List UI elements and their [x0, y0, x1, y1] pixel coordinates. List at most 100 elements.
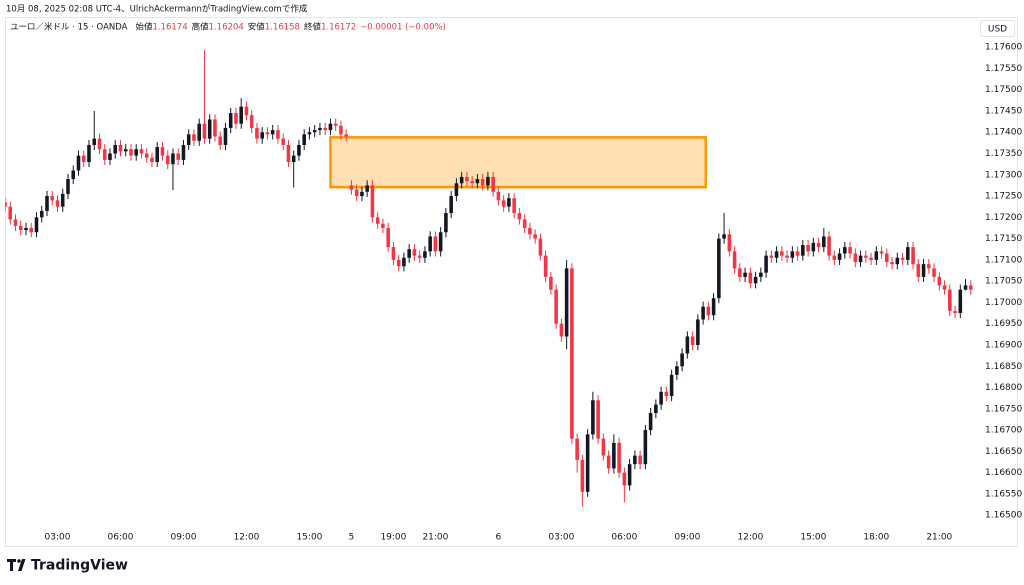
candle-body [71, 170, 76, 180]
x-tick-label: 21:00 [926, 533, 952, 543]
y-tick-label: 1.16700 [985, 426, 1022, 436]
candle-body [5, 202, 7, 207]
y-tick-label: 1.17300 [985, 170, 1022, 180]
candle-body [270, 130, 275, 135]
candle-body [732, 251, 737, 269]
y-tick-label: 1.17100 [985, 255, 1022, 265]
y-tick-label: 1.17350 [985, 149, 1022, 159]
candle-body [764, 255, 768, 273]
candle-body [711, 298, 716, 316]
candle-body [953, 310, 957, 314]
candle-body [575, 438, 579, 460]
candle-body [92, 138, 97, 145]
candle-body [291, 155, 296, 163]
candle-body [601, 438, 606, 456]
candle-body [942, 285, 947, 290]
candle-body [528, 227, 532, 235]
y-tick-label: 1.17400 [985, 128, 1022, 138]
candle-body [207, 119, 212, 139]
candle-body [958, 289, 963, 314]
x-tick-label: 03:00 [548, 533, 574, 543]
symbol: ユーロ／米ドル · 15 · OANDA [10, 22, 128, 33]
candle-body [459, 176, 464, 184]
y-tick-label: 1.16600 [985, 468, 1022, 478]
candle-body [8, 206, 13, 220]
candle-body [612, 442, 616, 469]
candle-body [895, 257, 900, 265]
candle-body [643, 430, 648, 465]
candle-body [512, 198, 516, 214]
candle-body [123, 149, 128, 152]
candle-body [297, 144, 301, 156]
candle-body [774, 251, 779, 258]
y-tick-label: 1.16950 [985, 319, 1022, 329]
candle-body [113, 144, 118, 154]
candle-body [517, 213, 522, 220]
candle-body [491, 176, 495, 192]
candle-body [706, 306, 711, 316]
candle-body [139, 149, 144, 154]
candle-body [543, 255, 548, 277]
ohlc-value: 1.16174 [152, 23, 187, 33]
candle-body [218, 136, 222, 145]
y-tick-label: 1.16850 [985, 362, 1022, 372]
candle-body [932, 268, 936, 277]
currency[interactable]: USD [988, 25, 1007, 35]
candle-body [228, 113, 233, 128]
candle-body [286, 144, 291, 163]
candle-body [365, 185, 369, 192]
y-tick-label: 1.17550 [985, 64, 1022, 74]
currency-box[interactable] [980, 20, 1015, 37]
candle-body [417, 255, 422, 258]
y-tick-label: 1.16500 [985, 511, 1022, 521]
candle-body [822, 236, 826, 248]
ohlc-value: 1.16172 [321, 23, 356, 33]
candle-body [29, 227, 34, 233]
candle-body [87, 144, 91, 163]
candle-body [937, 276, 942, 286]
candle-body [507, 198, 511, 207]
candle-body [39, 210, 44, 218]
candle-body [370, 185, 375, 218]
candle-body [585, 434, 590, 492]
candle-body [900, 257, 905, 260]
candle-body [465, 176, 469, 182]
candle-body [748, 272, 753, 284]
candle-body [816, 242, 821, 248]
candle-body [339, 125, 343, 135]
candle-body [858, 255, 863, 263]
candle-body [102, 149, 107, 160]
y-tick-label: 1.17250 [985, 192, 1022, 202]
candle-body [538, 238, 543, 256]
x-tick-label: 06:00 [611, 533, 637, 543]
candle-body [144, 153, 149, 158]
ohlc-label: 始値 [135, 22, 153, 33]
candle-body [522, 219, 527, 228]
candle-body [722, 234, 726, 239]
ohlc-value: 1.16204 [209, 23, 244, 33]
plot-area [5, 50, 973, 507]
candle-body [848, 247, 852, 254]
candle-body [680, 353, 684, 367]
candle-body [66, 179, 70, 194]
candle-body [617, 442, 621, 473]
candle-body [864, 255, 868, 258]
candle-body [24, 227, 28, 231]
candle-body [927, 264, 931, 269]
candle-body [470, 181, 474, 184]
candle-body [554, 289, 558, 324]
y-tick-label: 1.17200 [985, 213, 1022, 223]
candle-body [675, 366, 679, 375]
price-zone [329, 136, 707, 189]
candle-body [606, 455, 611, 469]
candle-body [759, 272, 763, 277]
candle-body [171, 153, 175, 165]
candle-body [428, 236, 432, 252]
candle-body [559, 323, 564, 337]
candle-body [407, 249, 411, 258]
candle-body [843, 247, 847, 254]
candle-body [769, 255, 774, 258]
candle-body [223, 127, 228, 145]
candle-body [276, 130, 280, 139]
